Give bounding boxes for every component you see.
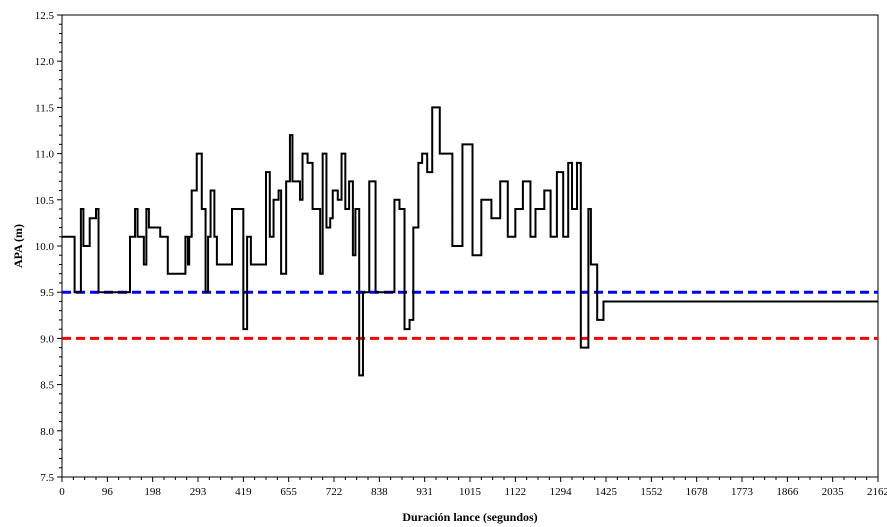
x-axis-title: Duración lance (segundos) xyxy=(402,510,537,524)
y-tick-label: 8.0 xyxy=(40,426,54,438)
y-tick-label: 10.5 xyxy=(35,195,55,207)
y-axis-ticks: 7.5 8.0 8.5 9.0 9.5 10.0 10.5 11.0 11.5 12.0 12.5 xyxy=(35,10,62,484)
y-tick-label: 9.5 xyxy=(40,287,54,299)
y-tick-label: 11.5 xyxy=(35,102,54,114)
y-tick-label: 8.5 xyxy=(40,380,54,392)
x-tick-label: 1015 xyxy=(459,486,482,498)
x-tick-label: 293 xyxy=(190,486,207,498)
x-tick-label: 1678 xyxy=(686,486,709,498)
series-group xyxy=(62,106,878,377)
x-tick-label: 1425 xyxy=(595,486,618,498)
y-tick-label: 12.5 xyxy=(35,10,55,22)
x-tick-label: 655 xyxy=(280,486,297,498)
y-tick-label: 9.0 xyxy=(40,333,54,345)
x-tick-label: 838 xyxy=(371,486,388,498)
x-tick-label: 1773 xyxy=(731,486,754,498)
y-tick-label: 12.0 xyxy=(35,56,55,68)
x-tick-label: 931 xyxy=(416,486,433,498)
y-tick-label: 10.0 xyxy=(35,241,55,253)
x-tick-label: 2035 xyxy=(822,486,845,498)
x-tick-label: 0 xyxy=(59,486,65,498)
x-tick-label: 1294 xyxy=(550,486,573,498)
x-tick-label: 96 xyxy=(102,486,114,498)
y-axis-title: APA (m) xyxy=(11,224,25,268)
x-tick-label: 1552 xyxy=(640,486,662,498)
plot-frame xyxy=(61,14,879,478)
x-tick-label: 198 xyxy=(144,486,161,498)
x-tick-label: 1866 xyxy=(776,486,799,498)
series-line-0 xyxy=(62,106,878,377)
x-tick-label: 722 xyxy=(326,486,343,498)
y-tick-label: 11.0 xyxy=(35,149,54,161)
x-tick-label: 2162 xyxy=(867,486,887,498)
x-tick-label: 1122 xyxy=(505,486,527,498)
x-tick-label: 419 xyxy=(235,486,252,498)
x-axis-ticks: 0 96 198 293 419 655 722 838 931 1015 1122 1294 1425… xyxy=(59,477,887,498)
reference-lines xyxy=(62,290,878,340)
y-tick-label: 7.5 xyxy=(40,472,54,484)
